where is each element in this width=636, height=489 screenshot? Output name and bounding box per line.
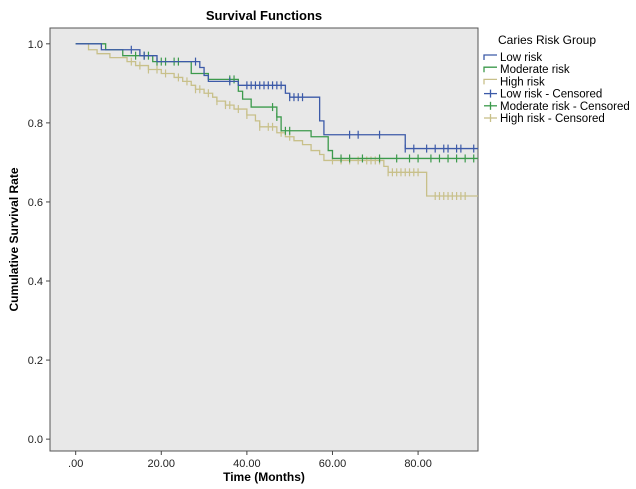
legend-swatch-moderate-risk xyxy=(483,66,497,73)
y-tick-label: 1.0 xyxy=(28,39,43,51)
x-axis-title: Time (Months) xyxy=(223,470,305,484)
chart-title: Survival Functions xyxy=(206,8,322,23)
x-tick-label: .00 xyxy=(68,458,83,470)
x-tick-label: 40.00 xyxy=(233,458,261,470)
plot-area xyxy=(49,27,479,452)
legend-label-moderate-risk: Moderate risk xyxy=(500,64,570,76)
y-tick-label: 0.4 xyxy=(28,276,43,288)
moderate-risk-line xyxy=(75,43,478,160)
legend-label-high-risk-censored: High risk - Censored xyxy=(500,113,605,125)
legend-swatch-high-risk xyxy=(483,78,497,85)
y-axis-title: Cumulative Survival Rate xyxy=(7,167,21,311)
legend-label-low-risk-censored: Low risk - Censored xyxy=(500,89,602,101)
y-tick-label: 0.8 xyxy=(28,118,43,130)
y-tick-label: 0.2 xyxy=(28,355,43,367)
series-layer xyxy=(75,43,478,201)
legend-label-moderate-risk-censored: Moderate risk - Censored xyxy=(500,101,630,113)
legend-label-high-risk: High risk xyxy=(500,76,545,88)
x-tick-label: 20.00 xyxy=(148,458,176,470)
y-tick-label: 0.6 xyxy=(28,197,43,209)
legend-label-low-risk: Low risk xyxy=(500,52,542,64)
y-tick-label: 0.0 xyxy=(28,434,43,446)
x-tick-label: 60.00 xyxy=(319,458,347,470)
x-axis: .00 20.00 40.00 60.00 80.00 xyxy=(68,451,432,470)
x-tick-label: 80.00 xyxy=(404,458,432,470)
legend-swatch-low-risk xyxy=(483,54,497,60)
legend-title: Caries Risk Group xyxy=(498,33,596,47)
low-risk-line xyxy=(75,43,478,150)
y-axis: 0.0 0.2 0.4 0.6 0.8 1.0 xyxy=(28,39,50,446)
